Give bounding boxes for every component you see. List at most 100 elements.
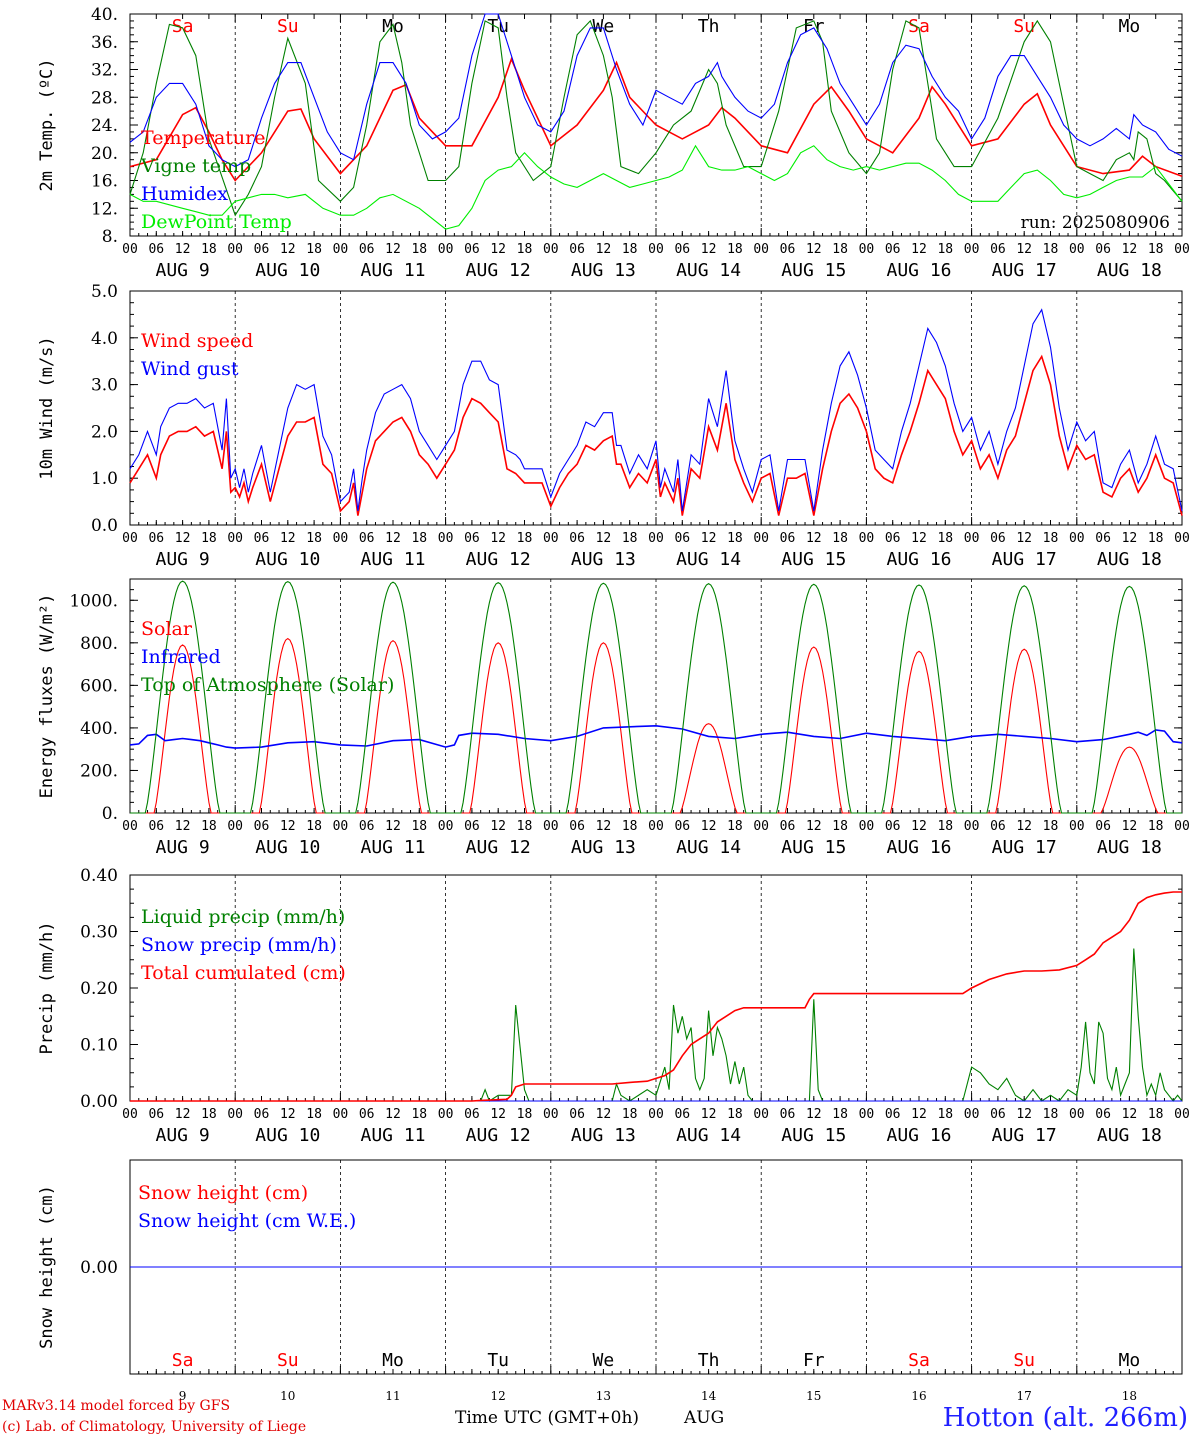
hour-label: 00 — [543, 1107, 559, 1122]
y-tick-label: 0.00 — [80, 1092, 118, 1112]
y-tick-label: 0.00 — [80, 1258, 118, 1278]
y-tick-label: 8. — [102, 227, 118, 247]
hour-label: 06 — [148, 531, 164, 546]
hour-label: 00 — [122, 819, 138, 834]
hour-label: 00 — [122, 531, 138, 546]
date-label: AUG 15 — [781, 549, 846, 570]
hour-label: 12 — [1016, 819, 1032, 834]
hour-label: 06 — [885, 819, 901, 834]
hour-label: 00 — [753, 819, 769, 834]
hour-label: 18 — [622, 531, 638, 546]
hour-label: 18 — [937, 531, 953, 546]
hour-label: 00 — [859, 531, 875, 546]
legend-entry: Top of Atmosphere (Solar) — [141, 674, 394, 696]
hour-label: 12 — [1122, 1107, 1138, 1122]
legend-entry: Snow precip (mm/h) — [141, 934, 337, 956]
hour-label: 18 — [306, 819, 322, 834]
hour-label: 00 — [648, 819, 664, 834]
day-number: 12 — [491, 1389, 506, 1403]
date-label: AUG 9 — [156, 549, 210, 570]
hour-label: 06 — [885, 242, 901, 257]
y-tick-label: 12. — [91, 199, 118, 219]
month-label: AUG — [683, 1408, 724, 1428]
hour-label: 06 — [674, 531, 690, 546]
hour-label: 06 — [780, 1107, 796, 1122]
y-tick-label: 3.0 — [91, 376, 118, 396]
day-label: Sa — [908, 16, 930, 37]
series-line-dewpoint-temp — [129, 144, 1183, 230]
y-tick-label: 0.30 — [80, 923, 118, 943]
hour-label: 06 — [569, 819, 585, 834]
date-label: AUG 15 — [781, 1125, 846, 1146]
day-label: Tu — [487, 1350, 509, 1371]
hour-label: 12 — [175, 819, 191, 834]
hour-label: 00 — [1174, 819, 1190, 834]
hour-label: 00 — [859, 242, 875, 257]
day-label: Th — [698, 1350, 720, 1371]
hour-label: 18 — [1148, 242, 1164, 257]
hour-label: 12 — [385, 819, 401, 834]
hour-label: 18 — [306, 531, 322, 546]
day-label: Mo — [1119, 1350, 1141, 1371]
date-label: AUG 13 — [571, 260, 636, 281]
date-label: AUG 14 — [676, 1125, 741, 1146]
hour-label: 18 — [1043, 1107, 1059, 1122]
legend-entry: Infrared — [141, 646, 221, 668]
hour-label: 18 — [937, 819, 953, 834]
day-number: 15 — [806, 1389, 821, 1403]
hour-label: 12 — [280, 1107, 296, 1122]
hour-label: 06 — [1095, 819, 1111, 834]
hour-label: 12 — [701, 1107, 717, 1122]
y-tick-label: 0. — [102, 804, 118, 824]
hour-label: 12 — [806, 1107, 822, 1122]
station-name: Hotton (alt. 266m) — [942, 1403, 1188, 1433]
date-label: AUG 15 — [781, 260, 846, 281]
hour-label: 00 — [1069, 531, 1085, 546]
hour-label: 00 — [438, 531, 454, 546]
date-label: AUG 12 — [466, 837, 531, 858]
hour-label: 00 — [1069, 242, 1085, 257]
series-line-total-cumulated-cm- — [130, 891, 1182, 1102]
y-tick-label: 2.0 — [91, 422, 118, 442]
date-label: AUG 16 — [886, 260, 951, 281]
hour-label: 18 — [937, 242, 953, 257]
y-tick-label: 0.0 — [91, 516, 118, 536]
y-tick-label: 1.0 — [91, 469, 118, 489]
hour-label: 06 — [990, 1107, 1006, 1122]
hour-label: 06 — [148, 819, 164, 834]
hour-label: 00 — [333, 1107, 349, 1122]
series-line-top-of-atmosphere-solar- — [130, 580, 1182, 814]
y-tick-label: 20. — [91, 144, 118, 164]
hour-label: 06 — [359, 1107, 375, 1122]
day-label: Mo — [1119, 16, 1141, 37]
hour-label: 06 — [569, 531, 585, 546]
hour-label: 00 — [964, 819, 980, 834]
y-tick-label: 400. — [80, 719, 118, 739]
hour-label: 06 — [674, 1107, 690, 1122]
hour-label: 18 — [306, 242, 322, 257]
hour-label: 18 — [727, 1107, 743, 1122]
legend-entry: Snow height (cm) — [138, 1182, 308, 1204]
hour-label: 18 — [622, 242, 638, 257]
hour-label: 18 — [1148, 819, 1164, 834]
model-credit: MARv3.14 model forced by GFS — [2, 1398, 231, 1414]
hour-label: 12 — [490, 1107, 506, 1122]
hour-label: 06 — [254, 1107, 270, 1122]
day-number: 16 — [911, 1389, 926, 1403]
day-label: Sa — [908, 1350, 930, 1371]
y-axis-label: Precip (mm/h) — [37, 921, 57, 1054]
day-label: Su — [1013, 1350, 1035, 1371]
date-label: AUG 18 — [1097, 837, 1162, 858]
y-tick-label: 40. — [91, 5, 118, 25]
hour-label: 18 — [517, 819, 533, 834]
series-line-wind-gust — [129, 308, 1183, 512]
hour-label: 12 — [280, 819, 296, 834]
series-line-wind-speed — [129, 354, 1183, 516]
y-tick-label: 800. — [80, 634, 118, 654]
day-label: Tu — [487, 16, 509, 37]
hour-label: 18 — [411, 1107, 427, 1122]
hour-label: 06 — [464, 242, 480, 257]
hour-label: 18 — [1043, 819, 1059, 834]
panel-4: 0.00 0.10 0.20 0.30 0.40 Precip (mm/h) 00 06 12 1… — [37, 866, 1190, 1146]
